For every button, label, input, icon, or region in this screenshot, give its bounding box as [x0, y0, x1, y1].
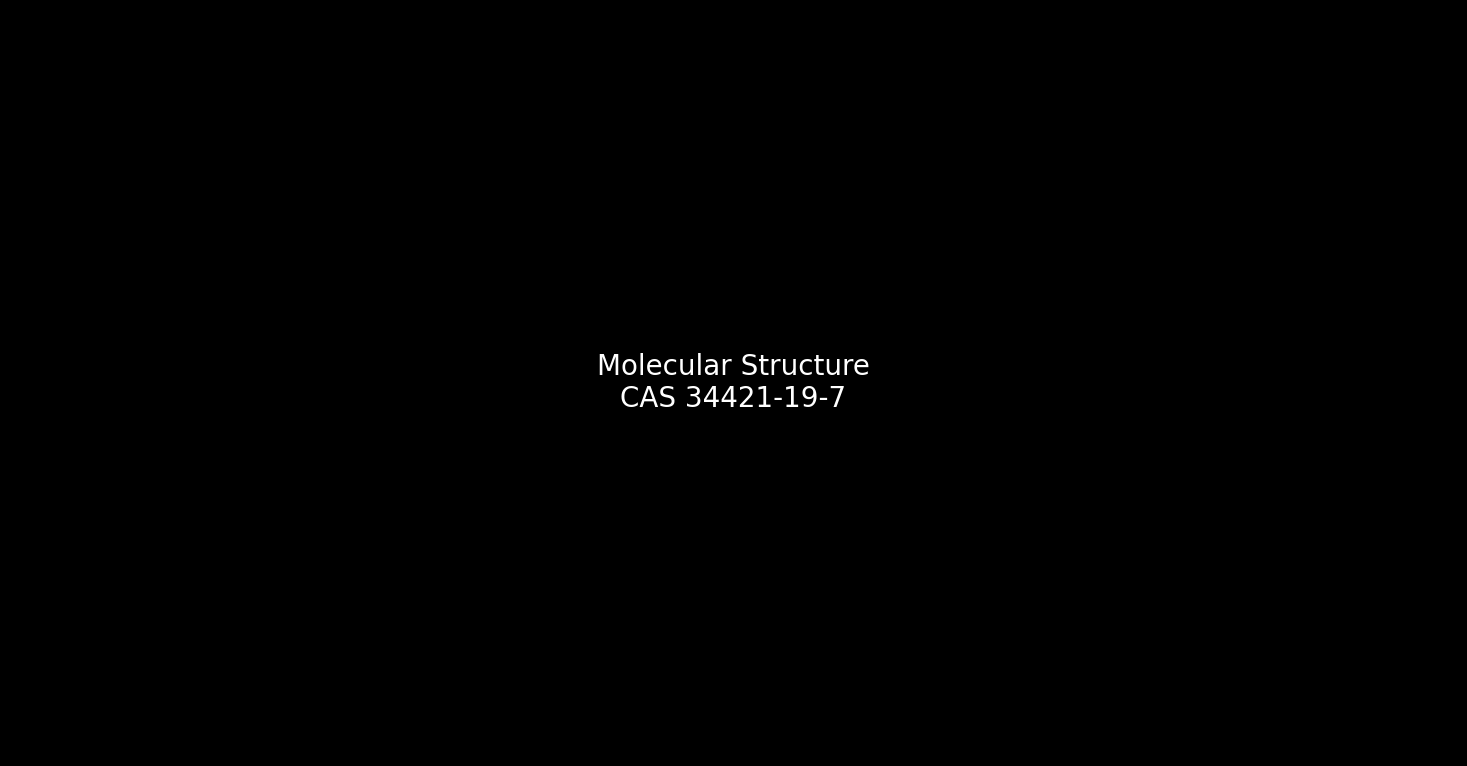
Text: Molecular Structure
CAS 34421-19-7: Molecular Structure CAS 34421-19-7 [597, 353, 870, 413]
